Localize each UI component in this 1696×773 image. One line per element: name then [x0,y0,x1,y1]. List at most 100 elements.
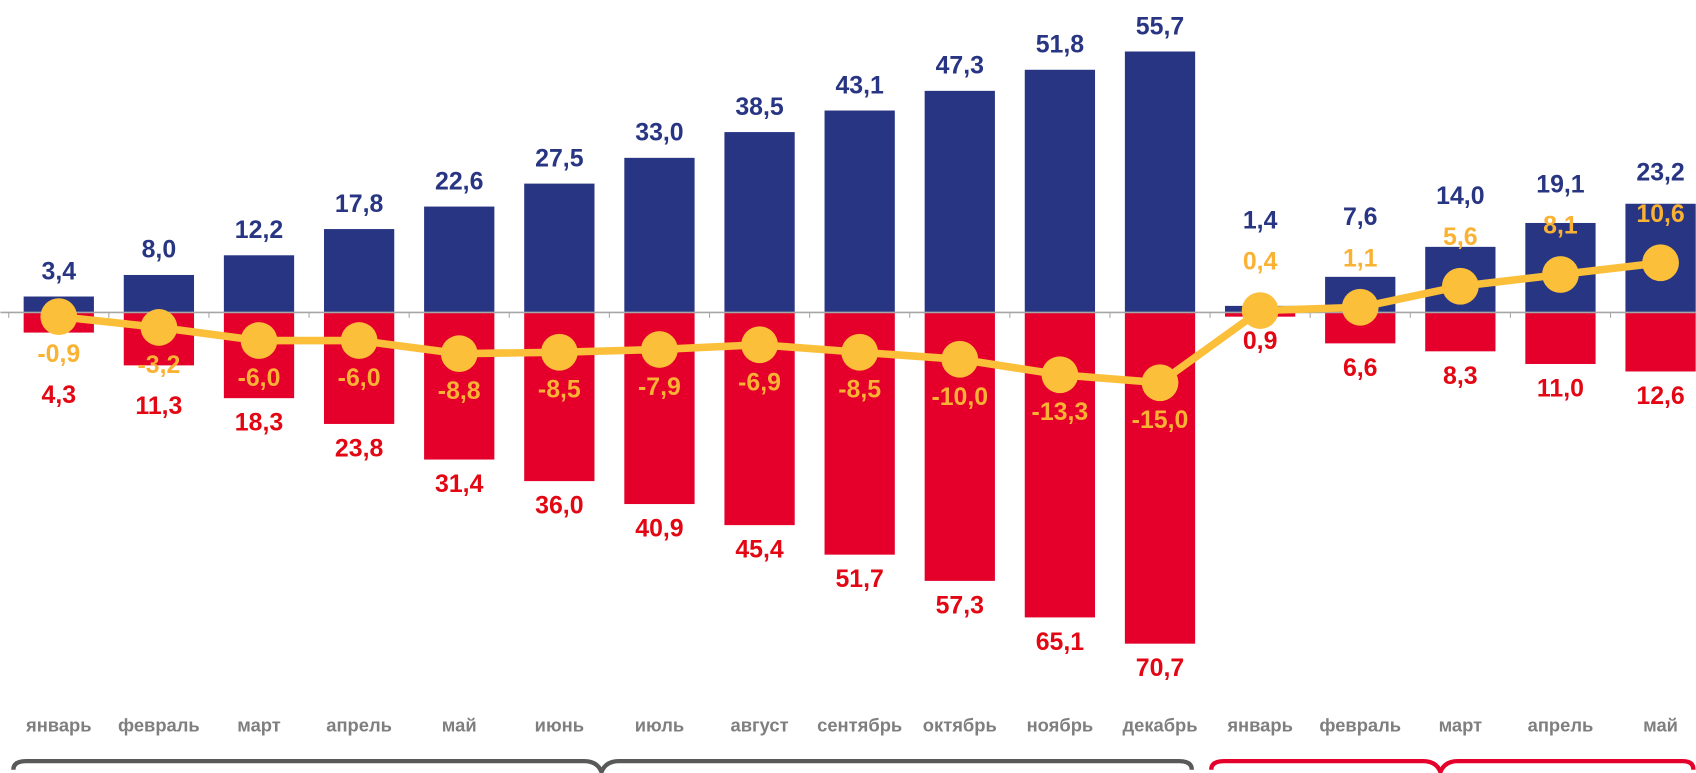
value-label: 1,4 [1243,206,1278,234]
line-label: -13,3 [1032,398,1089,426]
value-label: 65,1 [1036,628,1085,656]
value-label: 27,5 [535,144,584,172]
value-label: 70,7 [1136,654,1184,682]
x-tick-label: февраль [1319,714,1401,735]
bar [1024,69,1096,313]
bar [424,206,495,313]
line-label: -10,0 [931,383,988,411]
balance-point [841,333,879,371]
balance-point [140,309,178,346]
balance-point [1341,288,1379,326]
balance-point [1241,292,1279,329]
value-label: 7,6 [1343,203,1378,231]
x-tick-label: июль [635,714,684,735]
x-tick-label: май [442,714,477,735]
line-label: 8,1 [1543,211,1578,239]
value-label: 57,3 [936,591,984,619]
value-label: 36,0 [535,492,583,520]
value-label: 4,3 [42,381,77,409]
balance-point [240,322,278,359]
balance-point [1441,267,1479,305]
value-label: 51,7 [835,565,883,593]
line-label: 5,6 [1443,223,1478,251]
x-tick-label: март [1439,714,1483,735]
value-label: 18,3 [235,409,283,437]
bar [123,274,195,313]
bar [323,229,395,313]
bar [223,255,295,313]
balance-point [540,333,578,371]
line-label: -6,0 [338,364,381,392]
value-label: 11,0 [1537,374,1584,402]
value-label: 8,0 [142,236,177,264]
balance-point [340,322,378,359]
value-label: 3,4 [42,257,77,285]
value-label: 45,4 [735,536,784,564]
bar [724,132,795,313]
value-label: 6,6 [1343,354,1378,382]
line-label: -7,9 [638,373,681,401]
line-label: -15,0 [1132,406,1189,434]
value-label: 14,0 [1436,182,1484,210]
x-tick-label: май [1643,714,1678,735]
bar [1425,312,1496,352]
line-label: -0,9 [37,340,80,368]
bar [1525,312,1596,364]
balance-point [1041,356,1079,394]
x-tick-label: сентябрь [817,714,902,735]
group-brace [11,758,1194,773]
bar [924,90,995,313]
balance-point [641,331,678,368]
value-label: 22,6 [435,167,483,195]
balance-point [1141,364,1179,402]
x-tick-label: август [731,714,789,735]
bar [624,157,695,313]
x-tick-label: январь [1226,714,1293,735]
value-label: 38,5 [735,93,784,121]
x-tick-label: февраль [118,714,200,735]
x-tick-label: январь [25,714,92,735]
group-brace [1209,758,1696,773]
value-label: 47,3 [936,52,984,80]
line-label: 10,6 [1636,200,1684,228]
value-label: 43,1 [835,71,884,99]
x-tick-label: декабрь [1122,714,1197,735]
x-tick-label: март [237,714,281,735]
value-label: 0,9 [1243,327,1278,355]
line-label: -8,8 [438,377,481,405]
value-label: 12,2 [235,216,283,244]
value-label: 23,8 [335,434,384,462]
line-label: 0,4 [1243,248,1278,276]
value-label: 11,3 [135,392,182,420]
bar [1625,312,1696,372]
x-tick-label: октябрь [923,714,997,735]
value-label: 12,6 [1636,382,1684,410]
value-label: 55,7 [1136,12,1184,40]
line-label: -6,9 [738,368,781,396]
x-tick-label: июнь [535,714,584,735]
value-label: 51,8 [1036,31,1085,59]
line-label: -3,2 [137,351,180,379]
line-label: -8,5 [538,376,581,404]
balance-point [941,340,979,378]
value-label: 19,1 [1536,170,1585,198]
bar [1124,51,1196,313]
balance-point [40,298,78,336]
value-label: 8,3 [1443,362,1478,390]
value-label: 23,2 [1636,159,1684,187]
value-label: 40,9 [635,515,683,543]
x-tick-label: ноябрь [1027,714,1094,735]
line-label: -8,5 [838,376,881,404]
balance-point [1542,256,1579,293]
line-label: 1,1 [1343,244,1378,272]
x-tick-label: апрель [326,714,392,735]
balance-point [1642,244,1679,282]
bar [824,110,895,313]
x-tick-label: апрель [1528,714,1594,735]
value-label: 33,0 [635,119,683,147]
balance-point [741,326,778,364]
line-label: -6,0 [238,364,281,392]
value-label: 17,8 [335,190,384,218]
